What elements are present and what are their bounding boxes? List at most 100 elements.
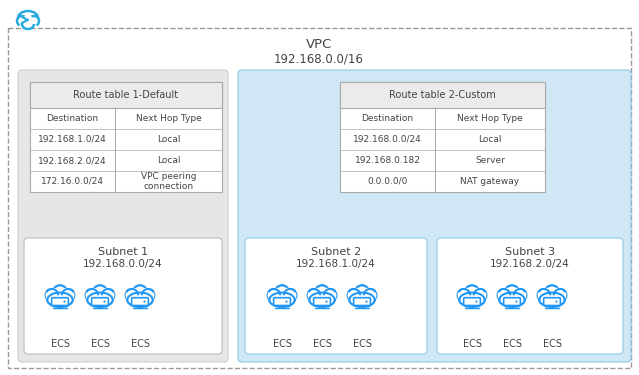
Text: ECS: ECS	[130, 339, 150, 349]
Text: NAT gateway: NAT gateway	[461, 177, 520, 186]
Circle shape	[307, 289, 320, 302]
Circle shape	[348, 289, 360, 302]
Circle shape	[555, 290, 566, 301]
Circle shape	[15, 14, 29, 28]
Circle shape	[268, 289, 280, 302]
Text: Subnet 2: Subnet 2	[311, 247, 361, 257]
FancyBboxPatch shape	[132, 298, 148, 306]
Circle shape	[142, 289, 155, 302]
Text: Server: Server	[475, 156, 505, 165]
FancyBboxPatch shape	[464, 298, 481, 306]
Circle shape	[53, 285, 67, 300]
Circle shape	[541, 288, 564, 312]
Circle shape	[514, 289, 527, 302]
FancyBboxPatch shape	[18, 70, 228, 362]
Ellipse shape	[47, 292, 73, 307]
Circle shape	[554, 289, 566, 302]
Text: 192.168.0.0/16: 192.168.0.0/16	[274, 53, 364, 66]
Text: VPC: VPC	[306, 39, 332, 51]
Circle shape	[325, 300, 328, 303]
Text: Subnet 1: Subnet 1	[98, 247, 148, 257]
Text: 192.168.0.0/24: 192.168.0.0/24	[353, 135, 422, 144]
Circle shape	[102, 289, 114, 302]
Circle shape	[364, 289, 376, 302]
Text: 192.168.0.182: 192.168.0.182	[355, 156, 420, 165]
Circle shape	[275, 285, 289, 300]
Circle shape	[473, 289, 486, 302]
Circle shape	[284, 289, 296, 302]
Text: Local: Local	[157, 135, 180, 144]
Circle shape	[545, 285, 559, 300]
Circle shape	[355, 285, 369, 300]
Circle shape	[143, 300, 146, 303]
Circle shape	[309, 290, 320, 301]
Circle shape	[315, 285, 329, 300]
Circle shape	[134, 286, 146, 299]
Circle shape	[466, 286, 479, 299]
Text: Subnet 3: Subnet 3	[505, 247, 555, 257]
Circle shape	[555, 300, 558, 303]
Ellipse shape	[127, 292, 153, 307]
Circle shape	[47, 287, 73, 312]
Circle shape	[102, 289, 114, 302]
Text: ECS: ECS	[91, 339, 109, 349]
Circle shape	[126, 289, 138, 302]
Text: ECS: ECS	[502, 339, 521, 349]
Ellipse shape	[459, 292, 484, 307]
Circle shape	[275, 285, 289, 300]
Circle shape	[268, 290, 279, 301]
Text: 192.168.2.0/24: 192.168.2.0/24	[38, 156, 107, 165]
Circle shape	[325, 290, 335, 301]
Circle shape	[514, 289, 527, 302]
Circle shape	[539, 287, 565, 312]
Circle shape	[554, 289, 566, 302]
FancyBboxPatch shape	[245, 238, 427, 354]
Circle shape	[45, 289, 58, 302]
Circle shape	[307, 289, 320, 302]
Circle shape	[86, 289, 98, 302]
Bar	[340, 82, 545, 192]
FancyBboxPatch shape	[437, 238, 623, 354]
Text: ECS: ECS	[463, 339, 482, 349]
Circle shape	[286, 300, 288, 303]
Text: Next Hop Type: Next Hop Type	[135, 114, 201, 123]
Circle shape	[537, 289, 550, 302]
Circle shape	[142, 290, 154, 301]
Text: Local: Local	[478, 135, 502, 144]
Circle shape	[126, 289, 138, 302]
Circle shape	[142, 289, 155, 302]
Circle shape	[458, 290, 470, 301]
FancyBboxPatch shape	[52, 298, 68, 306]
Circle shape	[86, 290, 98, 301]
Circle shape	[465, 285, 479, 300]
Circle shape	[54, 286, 66, 299]
Circle shape	[500, 288, 524, 312]
Circle shape	[458, 289, 470, 302]
Ellipse shape	[539, 292, 565, 307]
Text: Route table 2-Custom: Route table 2-Custom	[389, 90, 496, 100]
FancyBboxPatch shape	[91, 298, 109, 306]
Circle shape	[364, 290, 376, 301]
Circle shape	[364, 289, 376, 302]
Circle shape	[324, 289, 336, 302]
Circle shape	[128, 288, 151, 312]
Bar	[30, 82, 222, 192]
Circle shape	[133, 285, 147, 300]
Text: ECS: ECS	[543, 339, 562, 349]
Bar	[340, 82, 545, 108]
Circle shape	[350, 288, 374, 312]
Ellipse shape	[309, 292, 335, 307]
Circle shape	[316, 286, 328, 299]
Circle shape	[516, 300, 518, 303]
Circle shape	[88, 288, 112, 312]
Circle shape	[498, 289, 510, 302]
Text: 192.168.2.0/24: 192.168.2.0/24	[490, 259, 570, 269]
Circle shape	[475, 300, 477, 303]
Circle shape	[63, 290, 73, 301]
Text: 172.16.0.0/24: 172.16.0.0/24	[41, 177, 104, 186]
Circle shape	[459, 287, 484, 312]
Circle shape	[514, 290, 526, 301]
Circle shape	[473, 289, 486, 302]
Text: 192.168.1.0/24: 192.168.1.0/24	[38, 135, 107, 144]
Circle shape	[53, 285, 67, 300]
